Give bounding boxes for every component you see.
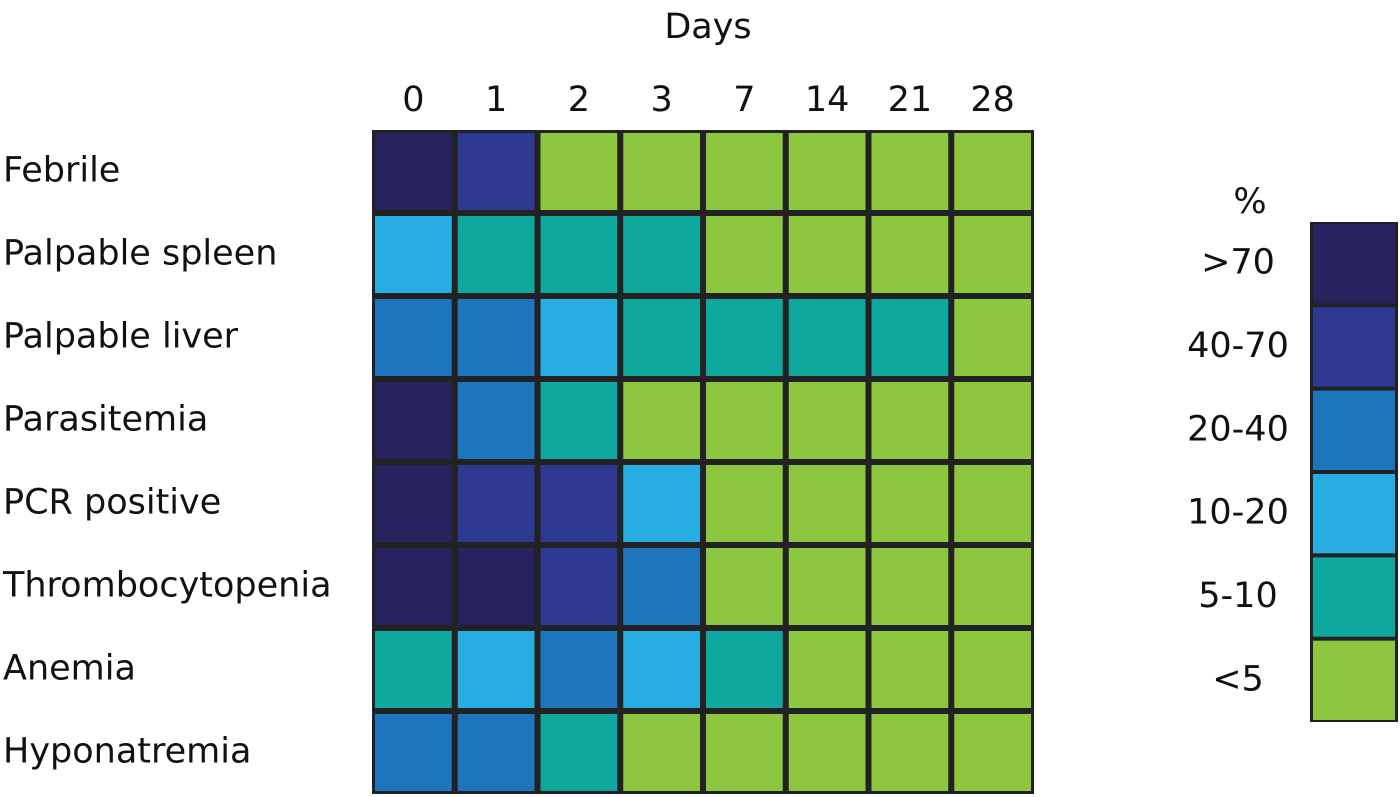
heatmap-cell <box>457 382 535 459</box>
legend-swatch <box>1313 474 1395 554</box>
legend-title: % <box>1233 182 1266 222</box>
heatmap-cell <box>954 465 1031 542</box>
heatmap-cell <box>706 299 783 376</box>
heatmap-cell <box>871 631 949 708</box>
heatmap-cell <box>871 714 949 791</box>
heatmap-cell <box>540 216 618 293</box>
heatmap-cell <box>457 133 535 210</box>
x-tick-label: 21 <box>888 80 933 120</box>
heatmap-cell <box>788 548 866 625</box>
row-label: Febrile <box>3 151 120 191</box>
heatmap-cell <box>954 299 1031 376</box>
x-tick-label: 14 <box>805 80 850 120</box>
heatmap-cell <box>375 299 452 376</box>
heatmap-cell <box>457 631 535 708</box>
heatmap-cell <box>623 133 700 210</box>
row-label: Palpable spleen <box>3 234 277 274</box>
heatmap-cell <box>788 133 866 210</box>
row-label: Parasitemia <box>3 400 208 440</box>
row-label: Thrombocytopenia <box>2 566 332 606</box>
heatmap-cell <box>788 631 866 708</box>
legend-swatch <box>1313 307 1395 387</box>
heatmap-cell <box>540 133 618 210</box>
x-tick-label: 2 <box>568 80 590 120</box>
x-tick-label: 0 <box>402 80 424 120</box>
heatmap-cell <box>623 714 700 791</box>
heatmap-cell <box>457 299 535 376</box>
heatmap-cell <box>871 133 949 210</box>
legend-label: 5-10 <box>1198 576 1277 616</box>
heatmap-cell <box>457 216 535 293</box>
heatmap-cell <box>871 216 949 293</box>
heatmap-cell <box>375 548 452 625</box>
heatmap-cell <box>706 382 783 459</box>
heatmap-cell <box>954 631 1031 708</box>
x-tick-label: 28 <box>970 80 1015 120</box>
legend-label: 20-40 <box>1187 409 1289 449</box>
x-tick-label: 1 <box>485 80 507 120</box>
heatmap-cell <box>540 714 618 791</box>
heatmap-cell <box>457 465 535 542</box>
heatmap-cell <box>706 548 783 625</box>
row-label: Anemia <box>3 649 136 689</box>
heatmap-cell <box>623 631 700 708</box>
legend-swatch <box>1313 557 1395 637</box>
heatmap-cell <box>706 465 783 542</box>
heatmap-cell <box>871 465 949 542</box>
heatmap-cell <box>788 465 866 542</box>
legend-swatch <box>1313 640 1395 720</box>
heatmap-cell <box>540 548 618 625</box>
legend-label: <5 <box>1212 659 1264 699</box>
heatmap-cell <box>375 382 452 459</box>
heatmap-cell <box>871 382 949 459</box>
heatmap-cell <box>623 216 700 293</box>
heatmap-cell <box>623 299 700 376</box>
row-label: Hyponatremia <box>3 732 251 772</box>
heatmap-cell <box>457 714 535 791</box>
legend-swatch <box>1313 224 1395 304</box>
heatmap-cell <box>706 133 783 210</box>
heatmap-cell <box>871 299 949 376</box>
heatmap-cell <box>706 631 783 708</box>
heatmap-cell <box>540 299 618 376</box>
legend-box <box>1310 222 1398 722</box>
legend-label: 40-70 <box>1187 326 1289 366</box>
heatmap-cell <box>375 133 452 210</box>
heatmap-cell <box>954 382 1031 459</box>
heatmap-cell <box>623 548 700 625</box>
heatmap-cell <box>623 465 700 542</box>
heatmap-cell <box>375 631 452 708</box>
heatmap-cell <box>623 382 700 459</box>
row-label: PCR positive <box>3 483 221 523</box>
heatmap-cell <box>540 465 618 542</box>
heatmap-cell <box>954 133 1031 210</box>
x-axis-title: Days <box>664 7 751 47</box>
x-tick-label: 7 <box>733 80 755 120</box>
legend-label: 10-20 <box>1187 493 1289 533</box>
legend-label: >70 <box>1201 243 1275 283</box>
heatmap-cell <box>540 382 618 459</box>
heatmap-cell <box>788 714 866 791</box>
heatmap-cell <box>457 548 535 625</box>
heatmap-cell <box>540 631 618 708</box>
heatmap-cell <box>871 548 949 625</box>
heatmap-cell <box>788 299 866 376</box>
x-tick-label: 3 <box>650 80 672 120</box>
heatmap-cell <box>954 216 1031 293</box>
heatmap-cell <box>954 548 1031 625</box>
heatmap-cell <box>706 216 783 293</box>
heatmap-cell <box>788 382 866 459</box>
heatmap-cell <box>375 714 452 791</box>
heatmap-cell <box>954 714 1031 791</box>
heatmap-cell <box>706 714 783 791</box>
heatmap-cell <box>788 216 866 293</box>
row-label: Palpable liver <box>3 317 239 357</box>
heatmap-cell <box>375 216 452 293</box>
heatmap-cell <box>375 465 452 542</box>
legend-swatch <box>1313 390 1395 470</box>
